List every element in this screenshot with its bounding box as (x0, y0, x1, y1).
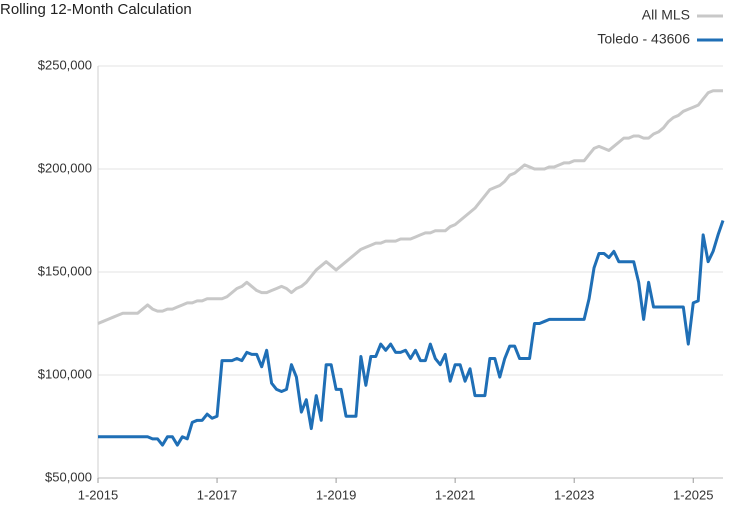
y-tick-label: $50,000 (45, 469, 92, 484)
x-tick-label: 1-2023 (554, 487, 594, 502)
x-tick-label: 1-2025 (673, 487, 713, 502)
legend-label: Toledo - 43606 (597, 31, 690, 47)
line-series (97, 89, 723, 325)
y-tick-label: $100,000 (38, 366, 92, 381)
y-tick-label: $150,000 (38, 263, 92, 278)
x-tick-label: 1-2019 (316, 487, 356, 502)
x-tick-label: 1-2021 (435, 487, 475, 502)
legend-label: All MLS (642, 7, 690, 23)
y-tick-label: $250,000 (38, 57, 92, 72)
chart-title: Rolling 12-Month Calculation (0, 1, 192, 18)
x-tick-label: 1-2017 (197, 487, 237, 502)
y-tick-label: $200,000 (38, 160, 92, 175)
x-tick-label: 1-2015 (78, 487, 118, 502)
line-series (98, 220, 725, 447)
